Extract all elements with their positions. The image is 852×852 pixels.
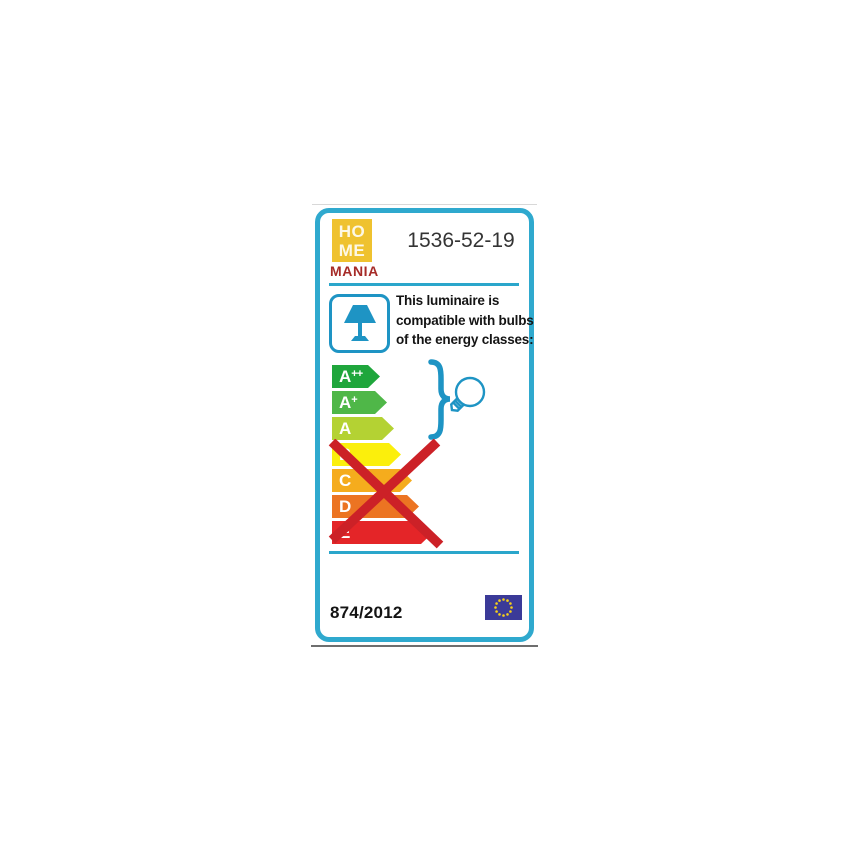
energy-class-label: A [339,367,352,386]
brand-logo: HO ME MANIA [330,219,384,279]
homemania-logo-mark: HO ME [332,219,372,262]
eu-flag-stars [494,598,513,617]
eu-flag-star [509,610,512,613]
energy-class-label: A [339,393,352,412]
note-line-2: compatible with bulbs [396,312,534,328]
eu-flag-star [509,602,512,605]
eu-flag-star [502,598,505,601]
photo-top-edge-line [312,204,537,205]
energy-class-row: A+ [332,391,433,414]
eu-flag-star [506,613,509,616]
red-cross-icon [328,439,444,549]
logo-line-1: HO [338,222,366,241]
luminaire-icon-box [329,294,390,353]
eu-flag-star [498,613,501,616]
brand-name: MANIA [330,263,379,279]
eu-flag-star [506,599,509,602]
energy-label-card: HO ME MANIA 1536-52-19 This luminaire is [315,208,534,642]
energy-class-arrow-a++: A++ [332,365,380,388]
eu-flag-star [495,610,498,613]
curly-brace-icon [428,359,451,440]
table-lamp-icon [343,304,376,341]
energy-class-plus-marks: ++ [351,368,363,380]
note-line-1: This luminaire is [396,293,500,308]
eu-flag [485,595,522,620]
eu-flag-star [494,606,497,609]
light-bulb-icon [449,376,486,413]
regulation-number: 874/2012 [330,603,403,622]
energy-class-label: D [339,497,352,516]
divider-bottom [329,551,519,554]
eu-flag-star [510,606,513,609]
eu-flag-star [502,614,505,617]
compatibility-note: This luminaire is compatible with bulbs … [396,291,534,350]
energy-class-row: A [332,417,433,440]
energy-class-row: A++ [332,365,433,388]
energy-class-arrow-a+: A+ [332,391,387,414]
eu-flag-star [495,602,498,605]
energy-class-label: A [339,419,352,438]
energy-class-arrow-a: A [332,417,394,440]
compatible-classes-group [428,359,486,440]
model-number: 1536-52-19 [407,229,515,252]
energy-class-plus-marks: + [351,394,357,406]
photo-bottom-edge-line [311,645,538,647]
divider-top [329,283,519,286]
energy-class-label: C [339,471,352,490]
logo-line-2: ME [338,241,366,260]
note-line-3: of the energy classes: [396,332,534,347]
eu-flag-star [498,599,501,602]
